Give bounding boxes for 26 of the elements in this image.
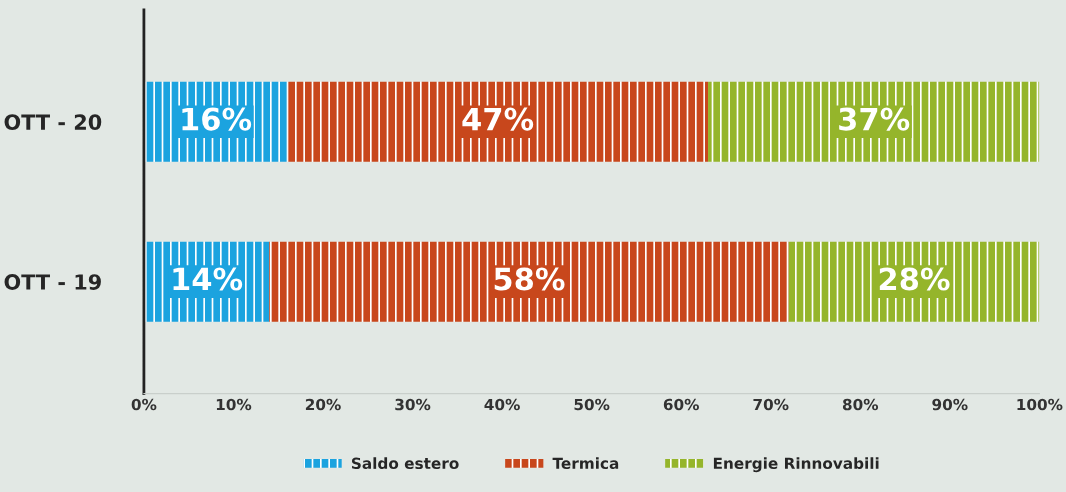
data-label: 28% [879, 267, 950, 291]
bar [788, 241, 1040, 322]
data-label: 14% [173, 267, 243, 291]
data-label: 16% [182, 107, 252, 131]
x-tick-label: 50% [574, 398, 610, 411]
x-tick-label: 40% [484, 398, 520, 411]
bar [708, 81, 1040, 162]
legend-label: Energie Rinnovabili [713, 457, 879, 473]
bar [287, 81, 709, 162]
x-tick-label: 0% [131, 398, 157, 411]
y-tick-label: OTT - 19 [4, 274, 101, 290]
x-tick-label: 20% [305, 398, 341, 411]
x-tick-label: 90% [932, 398, 968, 411]
x-tick-label: 30% [395, 398, 431, 411]
x-tick-label: 100% [1017, 398, 1063, 411]
legend-label: Saldo estero [351, 457, 459, 470]
data-label: 47% [462, 107, 534, 131]
data-label: 37% [839, 107, 910, 131]
x-tick-label: 70% [753, 398, 789, 411]
data-label: 58% [494, 267, 565, 291]
x-tick-label: 80% [842, 398, 879, 411]
y-tick-label: OTT - 20 [4, 114, 102, 130]
bar [269, 241, 789, 322]
x-tick-label: 10% [216, 398, 252, 411]
x-tick-label: 60% [663, 398, 699, 411]
legend-label: Termica [552, 457, 619, 470]
